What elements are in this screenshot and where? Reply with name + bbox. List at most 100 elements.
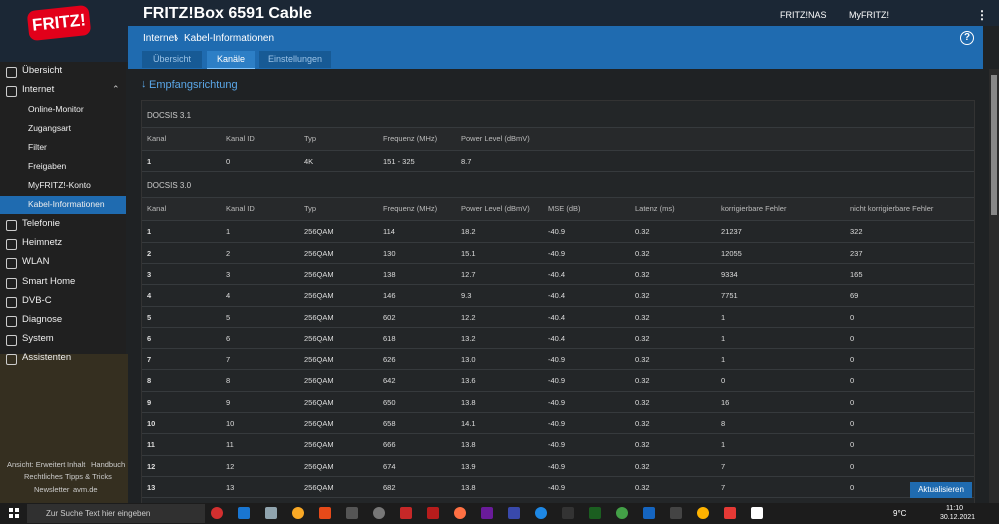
taskbar-icon[interactable] bbox=[589, 507, 601, 519]
nav-item[interactable]: Assistenten bbox=[22, 352, 72, 363]
nav-item[interactable]: Freigaben bbox=[28, 161, 67, 171]
cell: 0 bbox=[850, 312, 855, 322]
menu-dots[interactable]: ⋮ bbox=[976, 8, 988, 22]
nav-item[interactable]: Übersicht bbox=[22, 65, 63, 76]
column-header: Frequenz (MHz) bbox=[383, 134, 438, 143]
cell: 256QAM bbox=[304, 461, 334, 471]
taskbar-icon[interactable] bbox=[508, 507, 520, 519]
cell: 9.3 bbox=[461, 291, 472, 301]
footer-link[interactable]: Ansicht: Erweitert bbox=[7, 460, 66, 469]
footer-link[interactable]: Rechtliches bbox=[24, 472, 63, 481]
cell: 12.2 bbox=[461, 312, 476, 322]
cell: 6 bbox=[147, 333, 152, 343]
taskbar-icon[interactable] bbox=[562, 507, 574, 519]
cell: 626 bbox=[383, 355, 396, 365]
nav-icon bbox=[6, 258, 17, 269]
nav-item[interactable]: Internet bbox=[22, 84, 55, 95]
nav-item[interactable]: Smart Home bbox=[22, 276, 76, 287]
cell: 256QAM bbox=[304, 419, 334, 428]
panel: DOCSIS 3.1 Kanal Kanal ID Typ Frequenz (MHz)… bbox=[141, 100, 975, 503]
footer-link[interactable]: Newsletter bbox=[34, 485, 70, 494]
nav-item[interactable]: Zugangsart bbox=[28, 123, 71, 133]
header-link[interactable]: FRITZ!NAS bbox=[780, 10, 827, 20]
cell: 8.7 bbox=[461, 157, 472, 166]
breadcrumb[interactable]: Internet bbox=[143, 33, 177, 44]
row-divider bbox=[142, 171, 974, 173]
footer-link[interactable]: Handbuch bbox=[91, 460, 126, 469]
nav-item[interactable]: Kabel-Informationen bbox=[28, 199, 105, 209]
table-title: DOCSIS 3.1 bbox=[147, 111, 192, 120]
cell: 11 bbox=[226, 440, 234, 450]
taskbar-icon[interactable] bbox=[643, 507, 655, 519]
nav-item[interactable]: Filter bbox=[28, 142, 47, 152]
cell: 13.8 bbox=[461, 397, 476, 407]
taskbar-icon[interactable] bbox=[697, 507, 709, 519]
cell: -40.9 bbox=[548, 376, 566, 386]
taskbar-icon[interactable] bbox=[481, 507, 493, 519]
row-divider bbox=[142, 241, 974, 243]
taskbar-icon[interactable] bbox=[292, 507, 304, 519]
taskbar-icon[interactable] bbox=[373, 507, 385, 519]
cell: 0 bbox=[850, 482, 855, 492]
cell: 256QAM bbox=[304, 376, 334, 386]
nav-item[interactable]: System bbox=[22, 333, 54, 344]
cell: 642 bbox=[383, 376, 396, 386]
cell: 602 bbox=[383, 312, 396, 322]
cell: 0 bbox=[721, 376, 726, 386]
taskbar-icon[interactable] bbox=[265, 507, 277, 519]
cell: 256QAM bbox=[304, 333, 334, 343]
cell: 0.32 bbox=[635, 312, 650, 322]
cell: -40.4 bbox=[548, 269, 566, 279]
row-divider bbox=[142, 433, 974, 435]
nav-item[interactable]: WLAN bbox=[22, 256, 50, 267]
taskbar-icon[interactable] bbox=[211, 507, 223, 519]
row-divider bbox=[142, 412, 974, 413]
taskbar-icon[interactable] bbox=[346, 507, 358, 519]
taskbar-icon[interactable] bbox=[427, 507, 439, 519]
section-title: Empfangsrichtung bbox=[149, 79, 238, 91]
cell: 13.0 bbox=[461, 355, 476, 365]
cell: 1 bbox=[147, 157, 152, 166]
nav-item[interactable]: Diagnose bbox=[22, 314, 63, 325]
column-header: nicht korrigierbare Fehler bbox=[850, 204, 934, 214]
cell: 4K bbox=[304, 157, 314, 166]
taskbar-icon[interactable] bbox=[535, 507, 547, 519]
cell: 11 bbox=[147, 440, 155, 450]
taskbar-icon[interactable] bbox=[670, 507, 682, 519]
cell: 256QAM bbox=[304, 248, 334, 258]
nav-icon bbox=[6, 67, 17, 78]
tab[interactable]: Einstellungen bbox=[259, 51, 331, 68]
nav-item[interactable]: Online-Monitor bbox=[28, 104, 84, 114]
nav-item[interactable]: Telefonie bbox=[22, 218, 61, 229]
taskbar-icon[interactable] bbox=[724, 507, 736, 519]
taskbar-icon[interactable] bbox=[616, 507, 628, 519]
footer-link[interactable]: Tipps & Tricks bbox=[65, 472, 112, 481]
taskbar-icon[interactable] bbox=[454, 507, 466, 519]
taskbar-icon[interactable] bbox=[319, 507, 331, 519]
cell: 2 bbox=[226, 248, 231, 258]
nav-item[interactable]: MyFRITZ!-Konto bbox=[28, 180, 91, 190]
help-icon[interactable]: ? bbox=[960, 31, 974, 45]
nav-icon bbox=[6, 220, 17, 231]
header-bar bbox=[0, 0, 999, 26]
start-button[interactable] bbox=[9, 508, 19, 518]
nav-item[interactable]: DVB-C bbox=[22, 295, 52, 306]
taskbar-icon[interactable] bbox=[751, 507, 763, 519]
tab[interactable]: Kanäle bbox=[207, 51, 255, 70]
header-link[interactable]: MyFRITZ! bbox=[849, 10, 889, 20]
column-header: Typ bbox=[304, 204, 317, 214]
nav-item[interactable]: Heimnetz bbox=[22, 237, 63, 248]
cell: 0.32 bbox=[635, 397, 650, 407]
taskbar-icon[interactable] bbox=[238, 507, 250, 519]
tab[interactable]: Übersicht bbox=[142, 51, 202, 68]
footer-link[interactable]: Inhalt bbox=[67, 460, 86, 469]
taskbar-icon[interactable] bbox=[400, 507, 412, 519]
cell: 1 bbox=[721, 312, 726, 322]
scroll-thumb[interactable] bbox=[991, 75, 997, 215]
update-button[interactable]: Aktualisieren bbox=[910, 482, 972, 498]
cell: 650 bbox=[383, 397, 396, 407]
cell: 322 bbox=[850, 227, 863, 237]
search-box[interactable] bbox=[27, 504, 205, 523]
footer-link[interactable]: avm.de bbox=[73, 485, 98, 494]
cell: 12.7 bbox=[461, 269, 476, 279]
